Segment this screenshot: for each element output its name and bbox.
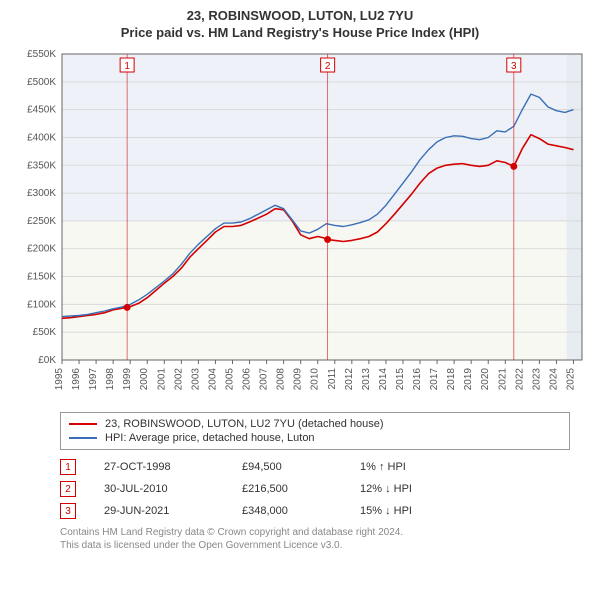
svg-text:£300K: £300K — [27, 188, 56, 199]
svg-text:2001: 2001 — [156, 368, 167, 391]
svg-text:2000: 2000 — [139, 368, 150, 391]
svg-text:2003: 2003 — [190, 368, 201, 391]
svg-text:2007: 2007 — [259, 368, 270, 391]
svg-text:2015: 2015 — [395, 368, 406, 391]
svg-text:2014: 2014 — [378, 368, 389, 391]
event-date: 29-JUN-2021 — [104, 505, 214, 517]
svg-text:1999: 1999 — [122, 368, 133, 391]
svg-text:2017: 2017 — [429, 368, 440, 391]
svg-text:2025: 2025 — [565, 368, 576, 391]
svg-text:2006: 2006 — [242, 368, 253, 391]
svg-text:2012: 2012 — [344, 368, 355, 391]
event-row: 2 30-JUL-2010 £216,500 12% ↓ HPI — [60, 478, 570, 500]
svg-text:2008: 2008 — [276, 368, 287, 391]
legend-label: HPI: Average price, detached house, Luto… — [105, 432, 315, 444]
legend-row: HPI: Average price, detached house, Luto… — [69, 431, 561, 445]
svg-text:2002: 2002 — [173, 368, 184, 391]
svg-text:3: 3 — [511, 61, 517, 72]
svg-text:2019: 2019 — [463, 368, 474, 391]
legend-row: 23, ROBINSWOOD, LUTON, LU2 7YU (detached… — [69, 417, 561, 431]
svg-text:2022: 2022 — [514, 368, 525, 391]
event-marker: 2 — [60, 481, 76, 497]
svg-text:2009: 2009 — [293, 368, 304, 391]
svg-text:£450K: £450K — [27, 105, 56, 116]
svg-text:2018: 2018 — [446, 368, 457, 391]
event-hpi: 1% ↑ HPI — [360, 461, 460, 473]
svg-text:2005: 2005 — [224, 368, 235, 391]
event-price: £348,000 — [242, 505, 332, 517]
event-row: 1 27-OCT-1998 £94,500 1% ↑ HPI — [60, 456, 570, 478]
event-marker: 1 — [60, 459, 76, 475]
svg-text:1997: 1997 — [88, 368, 99, 391]
price-chart: £0K £50K £100K £150K £200K £250K £300K £350K £40… — [10, 46, 590, 406]
svg-text:1996: 1996 — [71, 368, 82, 391]
svg-text:£250K: £250K — [27, 216, 56, 227]
svg-text:2024: 2024 — [548, 368, 559, 391]
svg-text:2021: 2021 — [497, 368, 508, 391]
event-price: £216,500 — [242, 483, 332, 495]
event-price: £94,500 — [242, 461, 332, 473]
page-title: 23, ROBINSWOOD, LUTON, LU2 7YU — [10, 8, 590, 23]
svg-text:2004: 2004 — [207, 368, 218, 391]
footer-line-2: This data is licensed under the Open Gov… — [60, 539, 570, 552]
svg-text:£400K: £400K — [27, 132, 56, 143]
event-table: 1 27-OCT-1998 £94,500 1% ↑ HPI 2 30-JUL-2010 £… — [60, 456, 570, 522]
svg-text:£550K: £550K — [27, 49, 56, 60]
svg-text:£500K: £500K — [27, 77, 56, 88]
svg-text:2020: 2020 — [480, 368, 491, 391]
svg-text:£0K: £0K — [38, 355, 56, 366]
svg-text:2023: 2023 — [531, 368, 542, 391]
svg-text:2010: 2010 — [310, 368, 321, 391]
svg-text:2013: 2013 — [361, 368, 372, 391]
svg-text:£100K: £100K — [27, 299, 56, 310]
svg-text:£50K: £50K — [33, 327, 57, 338]
svg-text:1995: 1995 — [54, 368, 65, 391]
event-row: 3 29-JUN-2021 £348,000 15% ↓ HPI — [60, 500, 570, 522]
legend-label: 23, ROBINSWOOD, LUTON, LU2 7YU (detached… — [105, 418, 384, 430]
svg-text:1: 1 — [124, 61, 130, 72]
svg-text:2011: 2011 — [327, 368, 338, 390]
svg-text:£200K: £200K — [27, 244, 56, 255]
page-subtitle: Price paid vs. HM Land Registry's House … — [10, 25, 590, 40]
legend: 23, ROBINSWOOD, LUTON, LU2 7YU (detached… — [60, 412, 570, 450]
event-hpi: 12% ↓ HPI — [360, 483, 460, 495]
footer-line-1: Contains HM Land Registry data © Crown c… — [60, 526, 570, 539]
event-date: 27-OCT-1998 — [104, 461, 214, 473]
event-date: 30-JUL-2010 — [104, 483, 214, 495]
footer-attribution: Contains HM Land Registry data © Crown c… — [60, 526, 570, 552]
svg-text:£350K: £350K — [27, 160, 56, 171]
legend-swatch — [69, 423, 97, 425]
event-hpi: 15% ↓ HPI — [360, 505, 460, 517]
chart-svg: £0K £50K £100K £150K £200K £250K £300K £350K £40… — [10, 46, 590, 406]
legend-swatch — [69, 437, 97, 439]
event-marker: 3 — [60, 503, 76, 519]
svg-text:2: 2 — [325, 61, 331, 72]
svg-text:2016: 2016 — [412, 368, 423, 391]
svg-text:1998: 1998 — [105, 368, 116, 391]
svg-text:£150K: £150K — [27, 272, 56, 283]
